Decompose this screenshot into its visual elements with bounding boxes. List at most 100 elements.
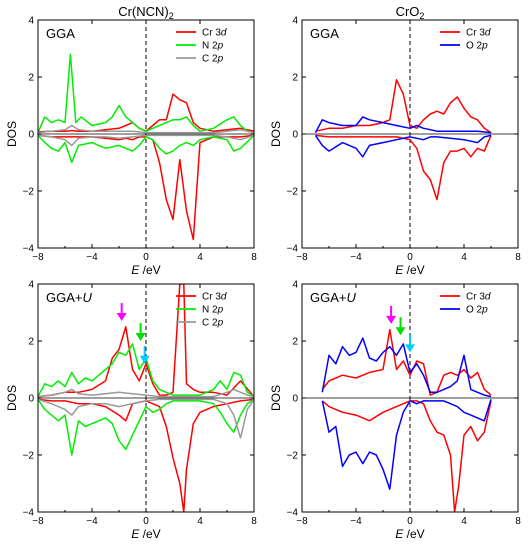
x-axis-symbol: E <box>131 263 140 277</box>
y-tick-label: 4 <box>28 280 34 291</box>
series-group <box>314 79 492 201</box>
y-tick-label: 0 <box>292 130 298 141</box>
legend-label: Cr 3d <box>202 28 227 39</box>
x-axis-label: E /eV <box>395 527 424 541</box>
legend-element: Cr 3 <box>202 28 221 39</box>
y-tick-label: 0 <box>292 394 298 405</box>
annotation-arrow-green <box>135 323 146 341</box>
legend-element: C 2 <box>202 318 218 329</box>
legend-orbital: d <box>221 28 227 39</box>
legend-label: O 2p <box>466 41 488 52</box>
method-name: GGA <box>310 26 339 41</box>
x-tick-label: 4 <box>461 252 467 263</box>
legend-label: C 2p <box>202 318 224 329</box>
series-O2p-up <box>314 116 492 134</box>
x-tick-label: 8 <box>515 516 521 527</box>
y-tick-label: 4 <box>292 280 298 291</box>
x-tick-label: −4 <box>86 516 98 527</box>
legend-orbital: d <box>485 292 491 303</box>
x-axis-unit: /eV <box>139 527 160 541</box>
column-title-left: Cr(NCN)2 <box>118 4 174 21</box>
series-Cr3d-down <box>315 134 492 201</box>
method-u-symbol: U <box>83 290 93 305</box>
legend-element: N 2 <box>202 41 218 52</box>
legend: Cr 3d O 2p <box>440 28 491 52</box>
y-tick-label: −2 <box>23 451 35 462</box>
y-tick-label: −4 <box>287 244 299 255</box>
y-tick-label: 4 <box>28 16 34 27</box>
series-Cr3d-down <box>38 398 254 512</box>
x-tick-label: 0 <box>143 516 149 527</box>
legend-label: Cr 3d <box>202 292 227 303</box>
x-tick-label: 0 <box>407 516 413 527</box>
y-tick-label: −2 <box>287 451 299 462</box>
x-axis-symbol: E <box>395 263 404 277</box>
legend-orbital: p <box>481 305 488 316</box>
panel-method-label: GGA+U <box>46 290 93 305</box>
y-tick-label: 2 <box>292 337 298 348</box>
y-tick-label: −4 <box>23 508 35 519</box>
y-axis-label: DOS <box>269 121 283 147</box>
x-tick-label: −8 <box>32 516 44 527</box>
series-O2p-up <box>321 337 492 398</box>
x-tick-label: 8 <box>251 516 257 527</box>
y-axis-label: DOS <box>5 121 19 147</box>
x-tick-label: 4 <box>197 252 203 263</box>
arrow-head <box>386 315 397 324</box>
x-tick-label: −4 <box>350 516 362 527</box>
method-name: GGA+ <box>310 290 347 305</box>
series-N2p-down <box>38 134 254 164</box>
series-C2p-down <box>38 398 254 439</box>
x-tick-label: −4 <box>350 252 362 263</box>
annotation-arrow-cyan <box>139 345 150 364</box>
y-tick-label: 2 <box>28 73 34 84</box>
series-N2p-up <box>38 53 254 134</box>
legend-orbital: d <box>221 292 227 303</box>
legend: Cr 3dN 2pC 2p <box>176 292 227 329</box>
y-tick-label: 4 <box>292 16 298 27</box>
legend-orbital: p <box>217 305 224 316</box>
series-group <box>38 53 254 241</box>
arrow-head <box>395 327 406 336</box>
arrow-head <box>116 313 127 322</box>
legend-orbital: p <box>217 41 224 52</box>
series-O2p-down <box>314 134 492 158</box>
legend-orbital: p <box>481 41 488 52</box>
legend-label: Cr 3d <box>466 28 491 39</box>
y-axis-label: DOS <box>269 385 283 411</box>
x-tick-label: 8 <box>251 252 257 263</box>
x-axis-label: E /eV <box>395 263 424 277</box>
legend-element: Cr 3 <box>466 292 485 303</box>
series-Cr3d-down <box>321 400 492 512</box>
method-u-symbol: U <box>347 290 357 305</box>
legend-label: N 2p <box>202 305 224 316</box>
x-tick-label: 0 <box>407 252 413 263</box>
y-tick-label: 0 <box>28 394 34 405</box>
legend-element: Cr 3 <box>202 292 221 303</box>
y-tick-label: 2 <box>292 73 298 84</box>
y-tick-label: 0 <box>28 130 34 141</box>
legend-orbital: p <box>217 54 224 65</box>
legend-element: C 2 <box>202 54 218 65</box>
method-name: GGA+ <box>46 290 83 305</box>
series-N2p-down <box>38 398 254 456</box>
legend-orbital: p <box>217 318 224 329</box>
y-tick-label: −2 <box>287 187 299 198</box>
series-C2p-up <box>38 388 254 398</box>
legend-element: O 2 <box>466 305 483 316</box>
x-axis-unit: /eV <box>139 263 160 277</box>
panel-method-label: GGA <box>46 26 75 41</box>
panel-method-label: GGA+U <box>310 290 357 305</box>
y-axis-label: DOS <box>5 385 19 411</box>
y-tick-label: −2 <box>23 187 35 198</box>
legend-label: O 2p <box>466 305 488 316</box>
x-axis-symbol: E <box>131 527 140 541</box>
x-tick-label: −4 <box>86 252 98 263</box>
arrow-head <box>139 355 150 364</box>
